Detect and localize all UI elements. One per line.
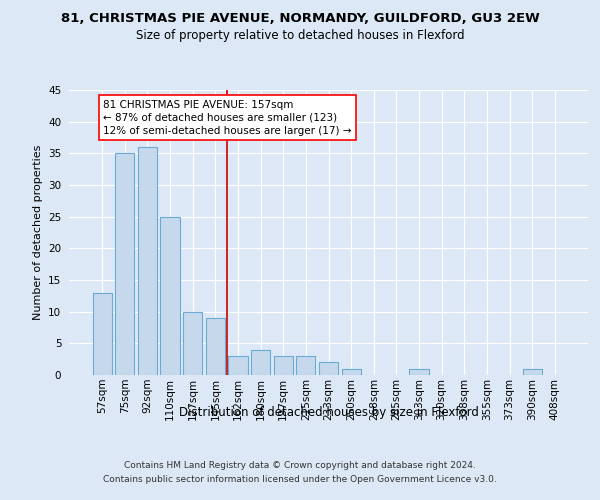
Bar: [296, 356, 316, 375]
Text: 81, CHRISTMAS PIE AVENUE, NORMANDY, GUILDFORD, GU3 2EW: 81, CHRISTMAS PIE AVENUE, NORMANDY, GUIL…: [61, 12, 539, 26]
Text: 81 CHRISTMAS PIE AVENUE: 157sqm
← 87% of detached houses are smaller (123)
12% o: 81 CHRISTMAS PIE AVENUE: 157sqm ← 87% of…: [103, 100, 352, 136]
Bar: [341, 368, 361, 375]
Bar: [274, 356, 293, 375]
Bar: [183, 312, 202, 375]
Bar: [138, 147, 157, 375]
Y-axis label: Number of detached properties: Number of detached properties: [32, 145, 43, 320]
Bar: [251, 350, 270, 375]
Bar: [409, 368, 428, 375]
Text: Contains HM Land Registry data © Crown copyright and database right 2024.: Contains HM Land Registry data © Crown c…: [124, 462, 476, 470]
Bar: [523, 368, 542, 375]
Text: Distribution of detached houses by size in Flexford: Distribution of detached houses by size …: [179, 406, 479, 419]
Bar: [92, 292, 112, 375]
Bar: [206, 318, 225, 375]
Bar: [229, 356, 248, 375]
Bar: [160, 216, 180, 375]
Text: Contains public sector information licensed under the Open Government Licence v3: Contains public sector information licen…: [103, 474, 497, 484]
Text: Size of property relative to detached houses in Flexford: Size of property relative to detached ho…: [136, 29, 464, 42]
Bar: [115, 154, 134, 375]
Bar: [319, 362, 338, 375]
